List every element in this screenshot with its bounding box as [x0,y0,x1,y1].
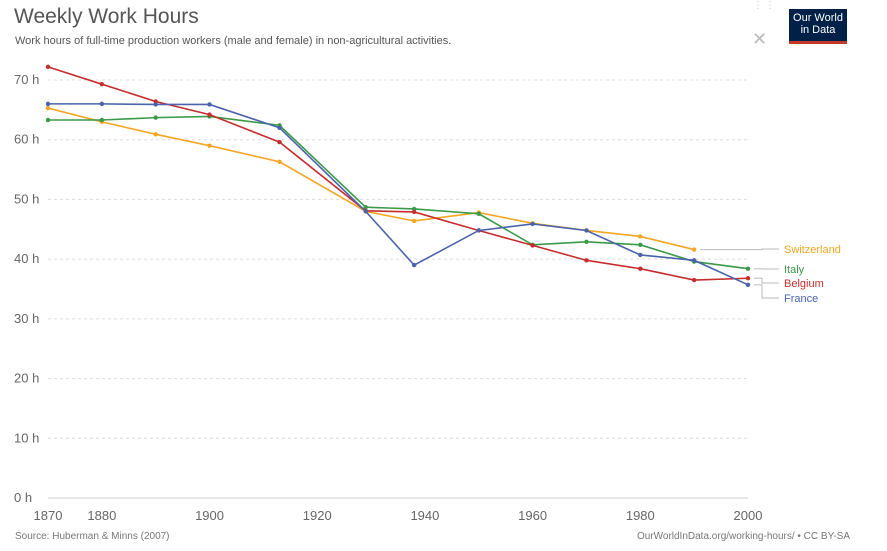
legend-label-italy: Italy [784,264,805,276]
data-point [153,115,158,120]
data-point [99,117,105,123]
y-tick-label: 60 h [14,132,39,147]
data-point [584,239,589,245]
close-icon[interactable]: ✕ [752,29,768,49]
data-point [476,228,481,233]
data-point [638,266,643,271]
data-point [207,143,212,148]
legend-label-france: France [784,293,818,305]
data-point [207,102,212,107]
data-point [584,258,589,263]
x-tick-label: 1980 [626,508,655,523]
data-point [745,282,751,288]
legend-connector [754,284,779,299]
x-tick-label: 1920 [303,508,332,523]
data-point [638,242,643,248]
data-point [363,209,368,214]
license-link[interactable]: CC BY-SA [803,531,850,542]
data-point [363,204,368,210]
series-line-france [48,103,749,286]
x-tick-label: 1870 [34,508,63,523]
data-point [45,117,51,123]
menu-dots-icon[interactable]: ⋮⋮ [753,0,777,11]
y-tick-label: 70 h [14,72,39,87]
data-point [745,266,751,271]
data-point [411,209,417,215]
data-point [277,159,282,165]
data-point [584,228,589,233]
source-note: Source: Huberman & Minns (2007) [15,531,170,542]
data-point [99,101,105,107]
data-point [638,234,643,239]
legend-connector [754,277,779,284]
license-note: OurWorldInData.org/working-hours/ • CC B… [636,531,850,542]
data-point [476,211,481,216]
owid-logo[interactable]: Our World in Data [789,9,847,44]
logo-line-2: in Data [800,24,836,36]
data-point [45,64,51,70]
data-point [530,221,535,227]
y-tick-label: 0 h [14,490,32,505]
x-tick-label: 1960 [518,508,547,523]
data-point [153,102,158,107]
data-point [277,139,282,145]
legend-label-switzerland: Switzerland [784,244,841,256]
series-line-switzerland [47,107,695,251]
data-point [691,258,697,263]
legend-label-belgium: Belgium [784,278,824,290]
data-point [411,262,417,268]
data-point [411,218,417,224]
data-point [691,277,697,283]
x-tick-label: 1940 [410,508,439,523]
data-point [691,247,697,252]
y-tick-label: 50 h [14,191,39,206]
data-point [277,125,282,130]
y-tick-label: 40 h [14,251,39,266]
data-point [45,105,51,111]
data-point [207,112,212,117]
y-tick-label: 30 h [14,311,39,326]
legend-connector [700,248,779,251]
y-tick-label: 10 h [14,430,39,445]
source-url-link[interactable]: OurWorldInData.org/working-hours/ [636,531,795,542]
logo-line-1: Our World [793,12,843,24]
data-point [530,243,535,248]
x-tick-label: 1900 [195,508,224,523]
x-tick-label: 1880 [87,508,116,523]
data-point [745,276,751,281]
y-tick-label: 20 h [14,371,39,386]
chart-title: Weekly Work Hours [14,5,199,28]
data-point [153,132,158,137]
data-point [99,81,105,87]
chart-subtitle: Work hours of full-time production worke… [15,35,452,47]
x-tick-label: 2000 [734,508,763,523]
data-point [638,252,643,258]
data-point [45,101,51,107]
